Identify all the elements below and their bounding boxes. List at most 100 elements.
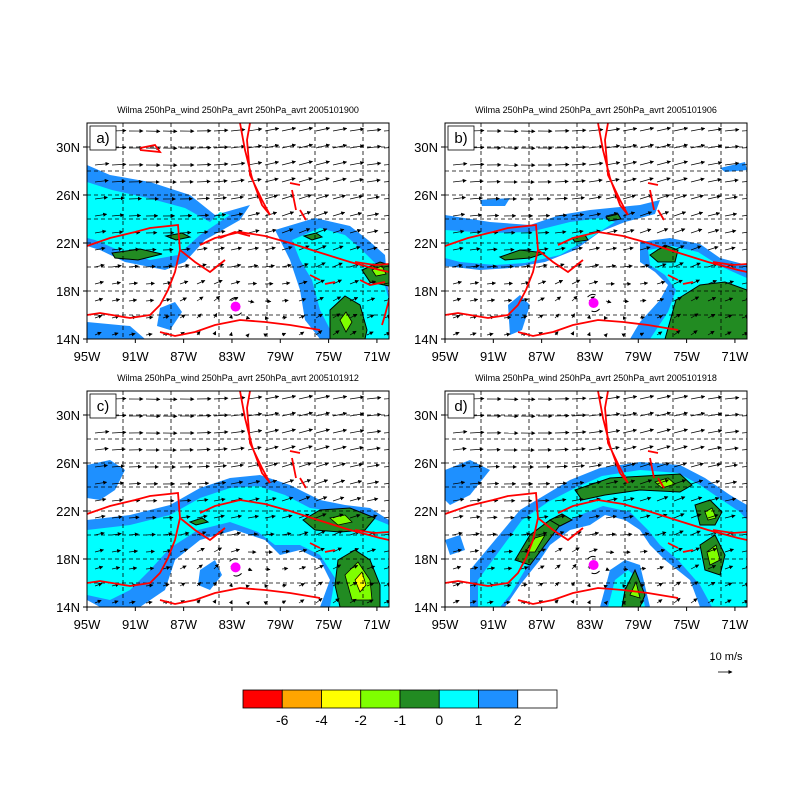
wind-arrow: [673, 394, 689, 400]
wind-arrow: [315, 297, 324, 302]
wind-arrow: [247, 395, 263, 400]
wind-arrow: [366, 514, 378, 519]
lat-tick-label: 18N: [56, 284, 80, 299]
wind-arrow: [554, 497, 567, 502]
wind-arrow: [366, 178, 381, 183]
panel-c: Wilma 250hPa_wind 250hPa_avrt 250hPa_avr…: [56, 373, 391, 632]
wind-arrow: [332, 127, 348, 132]
panel-b: Wilma 250hPa_wind 250hPa_avrt 250hPa_avr…: [414, 105, 749, 364]
hurricane-icon: [229, 297, 242, 316]
wind-arrow: [520, 583, 528, 588]
wind-arrow: [281, 532, 292, 536]
wind-arrow: [571, 212, 585, 217]
wind-arrow: [247, 177, 262, 183]
wind-arrow: [179, 548, 189, 553]
lat-tick-label: 14N: [56, 600, 80, 615]
lat-tick-label: 18N: [414, 552, 438, 567]
wind-arrow: [673, 313, 682, 319]
wind-arrow: [213, 413, 229, 418]
wind-arrow: [247, 281, 258, 286]
lat-tick-label: 22N: [414, 236, 438, 251]
wind-arrow: [315, 177, 330, 183]
wind-arrow: [622, 299, 629, 304]
axis-ticks: 30N 26N 22N 18N 14N 95W 91W 87W 83W 79W 75W 71W: [56, 140, 391, 364]
wind-arrow: [588, 548, 598, 553]
wind-arrow: [298, 583, 306, 587]
wind-arrow: [264, 497, 277, 502]
wind-arrow: [383, 248, 389, 251]
wind-arrow: [554, 313, 560, 319]
wind-arrow: [486, 298, 496, 303]
wind-arrow: [230, 429, 246, 434]
wind-arrow: [247, 246, 260, 251]
panel-label-box: c): [89, 393, 117, 419]
axis-ticks: 30N 26N 22N 18N 14N 95W 91W 87W 83W 79W 75W 71W: [414, 140, 749, 364]
map-area: [445, 123, 747, 339]
lat-tick-label: 30N: [56, 408, 80, 423]
wind-arrow: [383, 164, 389, 166]
lat-tick-label: 26N: [56, 456, 80, 471]
wind-arrow: [605, 246, 618, 251]
wind-arrow: [94, 297, 104, 302]
wind-arrow: [213, 447, 228, 452]
storm-marker: [229, 297, 242, 316]
axis-ticks: 30N 26N 22N 18N 14N 95W 91W 87W 83W 79W 75W 71W: [414, 408, 749, 632]
wind-arrow: [588, 263, 600, 268]
wind-arrow: [741, 332, 747, 336]
wind-arrow: [230, 412, 246, 417]
wind-arrow: [213, 246, 225, 251]
wind-arrow: [486, 281, 497, 286]
storm-dot: [230, 562, 241, 573]
wind-arrow: [247, 429, 263, 434]
wind-arrow: [724, 395, 740, 400]
lat-tick-label: 18N: [414, 284, 438, 299]
wind-arrow: [469, 464, 483, 469]
wind-arrow: [213, 212, 227, 217]
wind-arrow: [94, 599, 102, 604]
wind-arrow: [196, 599, 201, 604]
wind-arrow: [230, 463, 244, 468]
wind-arrow: [452, 212, 466, 217]
wind-arrow: [383, 147, 389, 149]
wind-arrow: [622, 445, 637, 451]
lon-tick-label: 91W: [122, 349, 149, 364]
wind-arrow: [145, 566, 155, 571]
wind-arrow: [571, 279, 581, 285]
wind-arrow: [554, 514, 566, 519]
wind-arrow: [349, 161, 365, 166]
lon-tick-label: 83W: [219, 617, 246, 632]
wind-arrow: [622, 194, 636, 200]
wind-arrow: [503, 281, 514, 286]
wind-arrow: [741, 516, 747, 519]
wind-arrow: [486, 515, 498, 520]
wind-arrow: [469, 230, 482, 235]
wind-arrow: [315, 530, 326, 536]
wind-arrow: [366, 412, 382, 417]
wind-arrow: [366, 565, 376, 570]
wind-arrow: [605, 211, 619, 217]
wind-arrow: [94, 178, 109, 183]
wind-arrow: [639, 514, 651, 519]
wind-arrow: [298, 566, 307, 570]
wind-arrow: [247, 532, 259, 537]
wind-arrow: [247, 127, 263, 132]
wind-arrow: [111, 213, 125, 218]
wind-arrow: [196, 313, 202, 319]
wind-arrow: [503, 532, 514, 537]
wind-arrow: [196, 547, 205, 553]
wind-arrow: [571, 145, 587, 150]
wind-arrow: [230, 280, 241, 285]
wind-arrow: [520, 532, 531, 537]
wind-arrow: [366, 582, 375, 587]
wind-arrow: [179, 515, 191, 520]
wind-arrow: [605, 144, 621, 149]
wind-arrow: [452, 178, 467, 183]
wind-arrow: [639, 600, 645, 605]
wind-arrow: [281, 160, 297, 166]
wind-arrow: [690, 160, 706, 166]
wind-arrow: [196, 230, 209, 235]
wind-arrow: [332, 395, 348, 400]
wind-arrow: [469, 566, 479, 571]
lon-tick-label: 87W: [528, 617, 555, 632]
